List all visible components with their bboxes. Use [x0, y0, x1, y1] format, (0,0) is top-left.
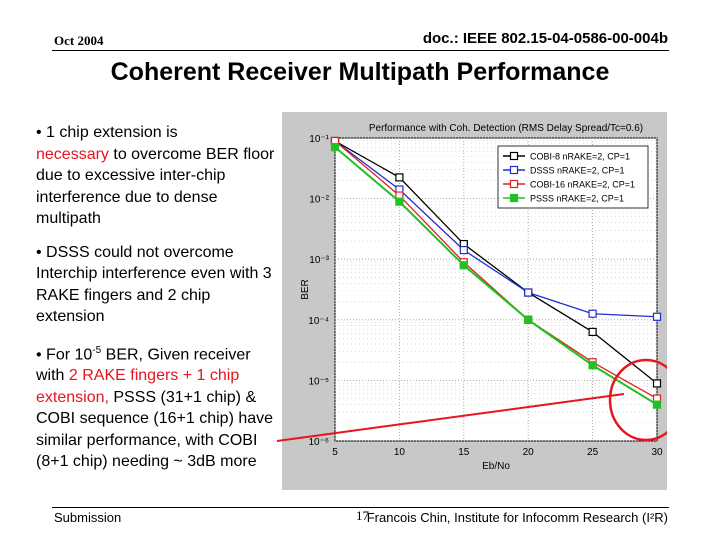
bullet-3-post: PSSS (31+1 chip) & COBI sequence (16+1 c… [36, 388, 274, 471]
legend-swatch-marker [509, 151, 519, 161]
bullet-1-text-b: to overcome BER floor due to excessive i… [36, 145, 275, 228]
bullet-3-red: 2 RAKE fingers + 1 chip extension, [36, 367, 240, 406]
series-4-marker [588, 361, 597, 370]
bullet-1: • 1 chip extension is necessary to overco… [36, 122, 276, 230]
legend-swatch-marker [509, 165, 519, 175]
legend-label: COBI-8 nRAKE=2, CP=1 [530, 152, 630, 162]
series-2-marker [524, 288, 533, 297]
series-line-3 [334, 140, 658, 400]
series-4-marker [459, 261, 468, 270]
y-tick-label: 10⁻³ [309, 255, 329, 266]
y-tick-label: 10⁻⁶ [308, 437, 329, 448]
x-tick-label: 5 [332, 447, 338, 458]
x-axis-label: Eb/No [482, 461, 510, 472]
x-tick-label: 25 [587, 447, 599, 458]
x-tick-label: 30 [651, 447, 663, 458]
series-4-marker [330, 142, 340, 152]
series-line-4 [334, 146, 658, 406]
y-axis-label: BER [300, 279, 311, 300]
header-doc-id: doc.: IEEE 802.15-04-0586-00-004b [422, 30, 668, 47]
series-1-marker [652, 379, 662, 388]
bullet-1-text-a: • 1 chip extension is [36, 124, 178, 141]
series-2-marker [588, 309, 597, 318]
legend-label: PSSS nRAKE=2, CP=1 [530, 194, 624, 204]
bullet-3-sup: -5 [92, 344, 102, 356]
ber-chart: 5 10 15 20 25 30 10⁻¹ 10⁻² 10⁻³ 10⁻⁴ 10⁻⁵ 10⁻⁶ Perfo… [282, 112, 684, 490]
footer-page-number: 17 [356, 508, 369, 523]
slide-title: Coherent Receiver Multipath Performance [110, 58, 610, 86]
header-date: Oct 2004 [54, 33, 104, 48]
bullet-3: • For 10-5 BER, Given receiver with 2 RA… [36, 340, 276, 473]
y-tick-label: 10⁻⁵ [308, 376, 329, 387]
series-1-marker [395, 173, 404, 182]
series-4-marker [395, 197, 404, 206]
bullet-1-highlight: necessary [36, 145, 109, 163]
series-4-marker [652, 400, 662, 409]
series-2-marker [459, 246, 468, 255]
bullet-2: • DSSS could not overcome Interchip inte… [36, 242, 276, 328]
series-line-1 [334, 140, 658, 384]
x-tick-label: 20 [523, 447, 535, 458]
bullet-3-pre: • For 10 [36, 345, 93, 363]
series-1-marker [588, 327, 597, 337]
legend-label: DSSS nRAKE=2, CP=1 [530, 166, 625, 176]
bullet-3-mid: BER, Given receiver with [36, 345, 251, 385]
bullet-2-text: • DSSS could not overcome Interchip inte… [36, 243, 272, 326]
y-tick-label: 10⁻¹ [309, 134, 329, 145]
series-line-2 [334, 140, 658, 318]
footer-submission: Submission [54, 510, 122, 525]
footer-author: Francois Chin, Institute for Infocomm Re… [366, 510, 668, 525]
x-tick-label: 10 [394, 447, 406, 458]
header-divider [52, 50, 669, 51]
legend-swatch-marker [509, 179, 519, 189]
series-2-marker [652, 312, 662, 321]
x-tick-label: 15 [458, 447, 470, 458]
chart-title: Performance with Coh. Detection (RMS Del… [369, 123, 643, 134]
ber-chart-svg: 5 10 15 20 25 30 10⁻¹ 10⁻² 10⁻³ 10⁻⁴ 10⁻⁵ 10⁻⁶ Perfo… [282, 112, 684, 490]
y-tick-label: 10⁻² [309, 195, 329, 206]
legend-label: COBI-16 nRAKE=2, CP=1 [530, 180, 635, 190]
legend-swatch-marker [509, 193, 519, 203]
series-4-marker [524, 315, 533, 324]
bullet-list: • 1 chip extension is necessary to overco… [36, 122, 276, 485]
footer-divider [52, 507, 669, 508]
y-tick-label: 10⁻⁴ [308, 316, 329, 327]
